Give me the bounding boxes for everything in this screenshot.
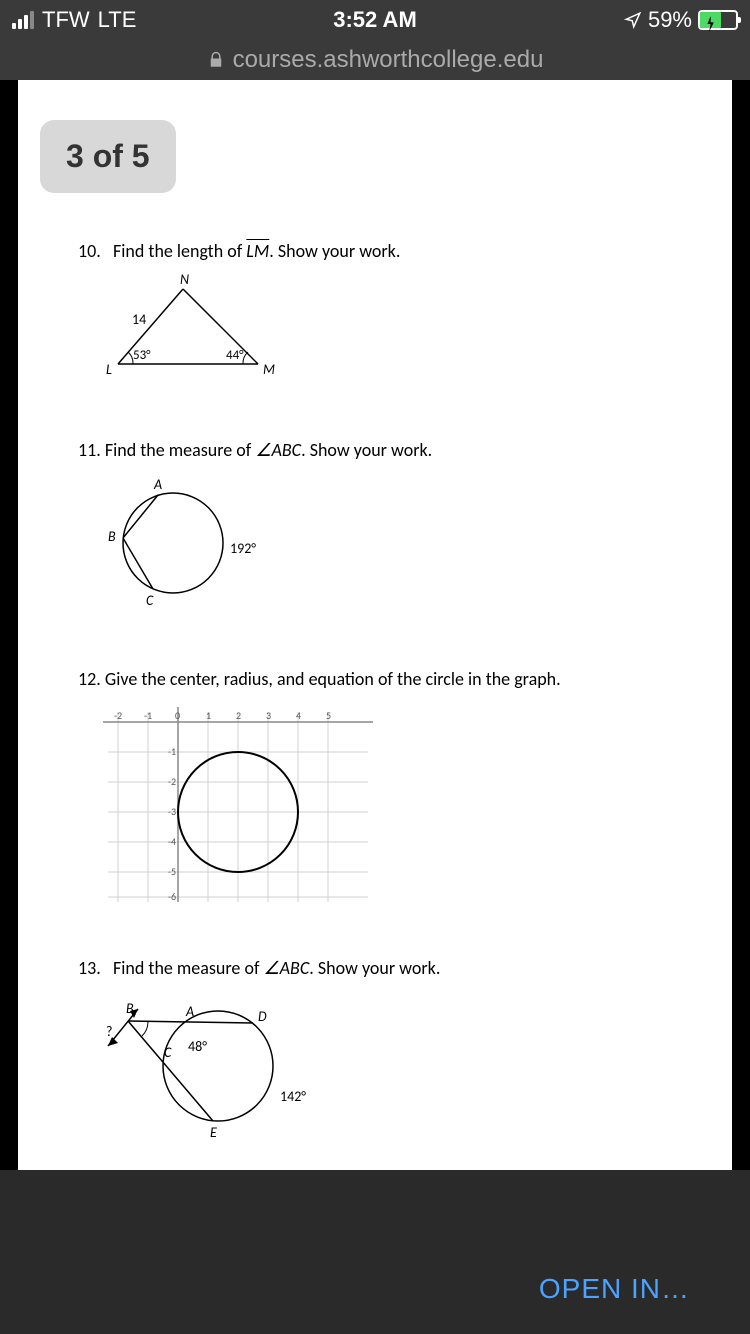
carrier-label: TFW	[42, 7, 90, 33]
q12-number: 12.	[78, 668, 101, 690]
point-b: B	[108, 528, 116, 545]
question-12: 12. Give the center, radius, and equatio…	[78, 668, 672, 907]
lock-icon	[207, 50, 225, 70]
url-text: courses.ashworthcollege.edu	[233, 46, 544, 74]
svg-text:2: 2	[236, 709, 241, 722]
bottom-toolbar: OPEN IN…	[0, 1244, 750, 1334]
point-c13: C	[164, 1044, 172, 1061]
battery-icon	[698, 10, 738, 30]
q13-angle: ∠ABC	[264, 957, 310, 979]
q12-prompt: Give the center, radius, and equation of…	[105, 668, 561, 690]
svg-text:-5: -5	[168, 865, 176, 878]
vertex-m: M	[263, 361, 275, 378]
svg-text:-1: -1	[168, 745, 176, 758]
open-in-button[interactable]: OPEN IN…	[539, 1273, 690, 1305]
clock: 3:52 AM	[333, 7, 417, 33]
point-a13: A	[185, 1003, 194, 1020]
document-page: 10. Find the length of LM. Show your wor…	[18, 80, 732, 1170]
q13-number: 13.	[78, 957, 101, 979]
svg-text:-1: -1	[144, 709, 152, 722]
q11-diagram: A B C 192°	[98, 473, 672, 618]
q13-prompt: Find the measure of	[113, 957, 263, 979]
q10-text: 10. Find the length of LM. Show your wor…	[78, 240, 672, 262]
q-mark: ?	[106, 1023, 113, 1040]
q11-text: 11. Find the measure of ∠ABC. Show your …	[78, 439, 672, 461]
location-icon	[624, 11, 642, 29]
charging-icon	[700, 16, 721, 32]
content-area[interactable]: 3 of 5 10. Find the length of LM. Show y…	[0, 80, 750, 1170]
q12-diagram: -2 -1 0 1 2 3 4 5 -1 -2 -3 -4 -5 -6	[98, 702, 672, 907]
status-bar: TFW LTE 3:52 AM 59%	[0, 0, 750, 40]
point-c: C	[146, 592, 154, 609]
point-e13: E	[210, 1124, 217, 1141]
angle-44: 44°	[226, 348, 244, 363]
svg-text:0: 0	[175, 709, 180, 722]
status-right: 59%	[624, 7, 738, 33]
arc-142: 142°	[280, 1088, 306, 1105]
url-bar[interactable]: courses.ashworthcollege.edu	[0, 40, 750, 80]
q10-segment: LM	[246, 240, 269, 262]
svg-text:-4: -4	[168, 835, 176, 848]
q10-diagram: N L M 14 53° 44°	[98, 274, 672, 389]
vertex-l: L	[106, 361, 112, 378]
status-left: TFW LTE	[12, 7, 136, 33]
q10-prompt: Find the length of	[113, 240, 246, 262]
svg-text:3: 3	[266, 709, 271, 722]
page-indicator: 3 of 5	[40, 120, 176, 193]
vertex-n: N	[180, 274, 189, 288]
question-11: 11. Find the measure of ∠ABC. Show your …	[78, 439, 672, 618]
q10-suffix: . Show your work.	[269, 240, 400, 262]
q11-suffix: . Show your work.	[301, 439, 432, 461]
svg-text:1: 1	[206, 709, 211, 722]
angle-53: 53°	[133, 348, 151, 363]
network-label: LTE	[98, 7, 137, 33]
side-14: 14	[132, 311, 146, 328]
q10-number: 10.	[78, 240, 101, 262]
q13-text: 13. Find the measure of ∠ABC. Show your …	[78, 957, 672, 979]
q12-text: 12. Give the center, radius, and equatio…	[78, 668, 672, 690]
svg-text:-2: -2	[168, 775, 176, 788]
q13-suffix: . Show your work.	[309, 957, 440, 979]
q11-angle: ∠ABC	[255, 439, 301, 461]
svg-text:-3: -3	[168, 805, 176, 818]
signal-icon	[12, 11, 34, 29]
point-d13: D	[258, 1008, 267, 1025]
svg-text:-6: -6	[168, 890, 176, 902]
question-13: 13. Find the measure of ∠ABC. Show your …	[78, 957, 672, 1146]
q11-number: 11.	[78, 439, 101, 461]
svg-text:-2: -2	[114, 709, 122, 722]
q13-diagram: B A D C E ? 48° 142°	[98, 991, 672, 1146]
point-a: A	[153, 476, 162, 493]
point-b13: B	[126, 1000, 134, 1017]
arc-192: 192°	[230, 540, 256, 557]
battery-pct: 59%	[648, 7, 692, 33]
q11-prompt: Find the measure of	[105, 439, 255, 461]
question-10: 10. Find the length of LM. Show your wor…	[78, 240, 672, 389]
svg-text:4: 4	[296, 709, 301, 722]
arc-48: 48°	[188, 1038, 207, 1055]
svg-text:5: 5	[326, 709, 331, 722]
